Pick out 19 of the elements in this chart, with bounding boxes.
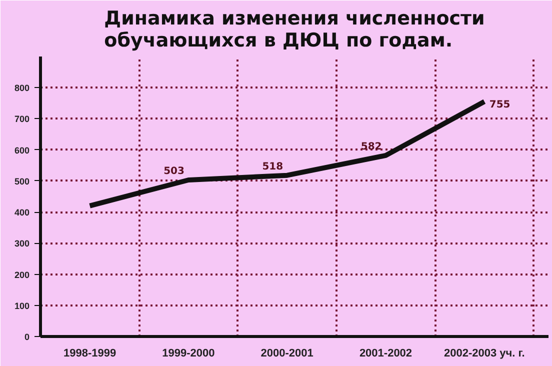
chart-title: Динамика изменения численности обучающихся в ДЮЦ по годам. xyxy=(104,8,485,52)
y-tick-label: 600 xyxy=(14,145,30,156)
data-label: 503 xyxy=(164,166,185,178)
y-tick-label: 100 xyxy=(14,300,30,311)
x-tick-label: 2000-2001 xyxy=(260,348,314,360)
x-tick-label: 2002-2003 уч. г. xyxy=(444,348,525,360)
data-label: 582 xyxy=(360,141,382,152)
y-tick-label: 700 xyxy=(14,114,30,124)
y-tick-label: 0 xyxy=(24,332,30,342)
y-tick-label: 800 xyxy=(14,83,30,94)
x-tick-label: 2001-2002 xyxy=(359,348,412,360)
data-label: 755 xyxy=(489,100,510,111)
y-tick-label: 200 xyxy=(14,270,30,280)
data-label: 518 xyxy=(262,161,284,172)
y-tick-label: 400 xyxy=(14,208,30,218)
y-tick-label: 300 xyxy=(14,238,30,249)
x-tick-label: 1999-2000 xyxy=(162,348,215,360)
x-tick-label: 1998-1999 xyxy=(64,348,116,360)
y-tick-label: 500 xyxy=(14,176,30,186)
